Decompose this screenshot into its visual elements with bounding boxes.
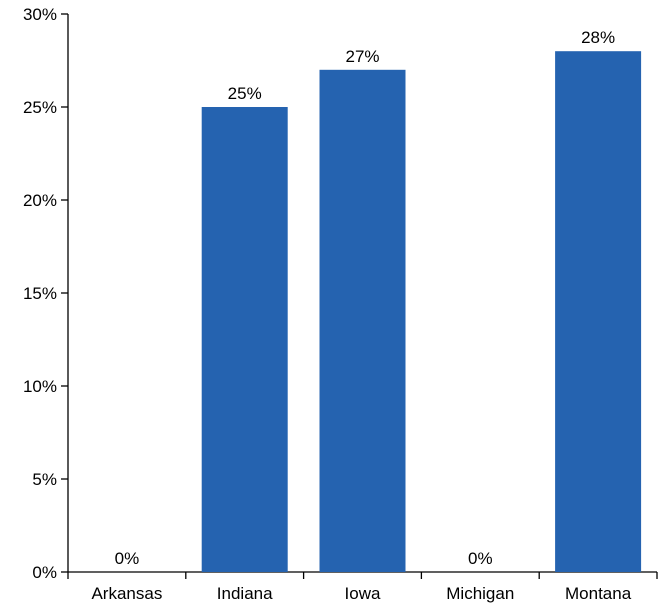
- bar: [319, 69, 406, 573]
- data-label: 0%: [115, 549, 140, 568]
- data-labels: 0% 25% 27% 0% 28%: [115, 28, 616, 568]
- x-tick-label: Montana: [565, 584, 632, 603]
- data-label: 25%: [228, 84, 262, 103]
- y-tick-label: 25%: [23, 98, 57, 117]
- y-tick-label: 15%: [23, 284, 57, 303]
- x-tick-label: Indiana: [217, 584, 273, 603]
- x-tick-label: Iowa: [345, 584, 381, 603]
- y-tick-label: 0%: [32, 563, 57, 582]
- data-label: 0%: [468, 549, 493, 568]
- y-tick-label: 30%: [23, 5, 57, 24]
- x-tick-label: Arkansas: [91, 584, 162, 603]
- y-tick-label: 20%: [23, 191, 57, 210]
- data-label: 27%: [345, 47, 379, 66]
- x-axis: Arkansas Indiana Iowa Michigan Montana: [67, 571, 658, 603]
- data-label: 28%: [581, 28, 615, 47]
- x-tick-label: Michigan: [446, 584, 514, 603]
- y-tick-label: 5%: [32, 470, 57, 489]
- bar: [555, 51, 642, 572]
- y-axis: 0% 5% 10% 15% 20% 25% 30%: [23, 5, 69, 582]
- bars: [201, 51, 642, 573]
- bar: [201, 107, 288, 572]
- y-tick-label: 10%: [23, 377, 57, 396]
